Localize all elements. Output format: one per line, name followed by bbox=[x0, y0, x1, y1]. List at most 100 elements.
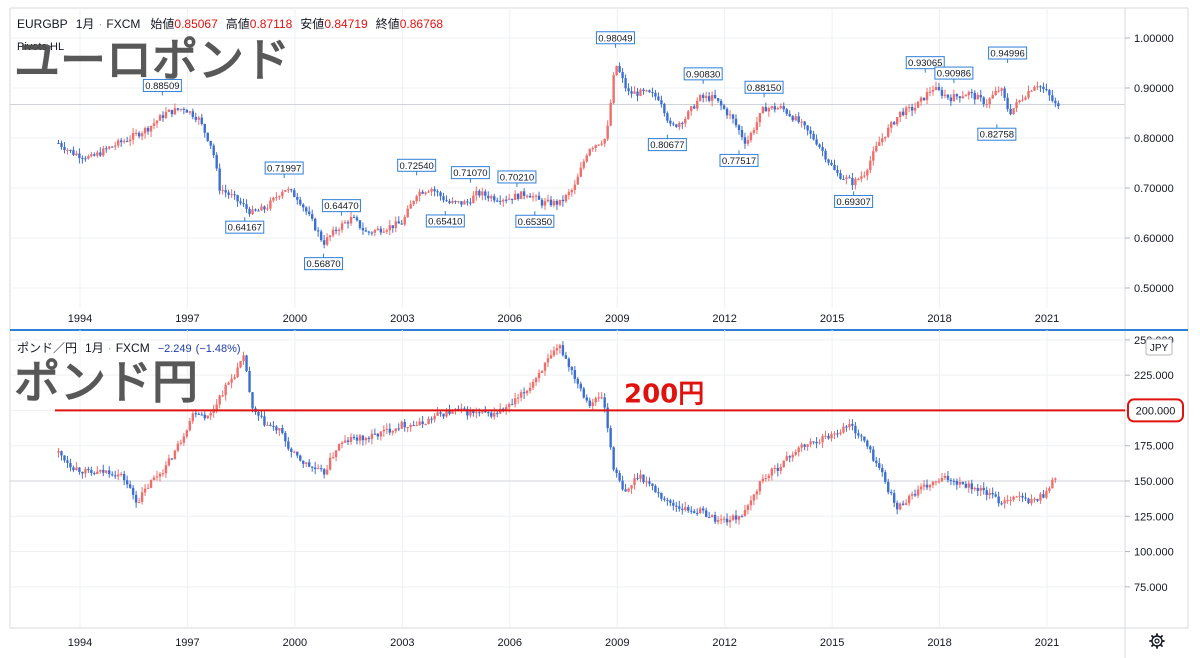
candle-body bbox=[892, 493, 896, 503]
candle-body bbox=[857, 433, 860, 436]
candle-body bbox=[901, 111, 905, 116]
pivot-value: 0.65350 bbox=[518, 217, 552, 228]
candle-body bbox=[281, 191, 284, 197]
candle-body bbox=[836, 169, 839, 174]
candle-body bbox=[81, 157, 84, 159]
candle-body bbox=[872, 151, 875, 161]
candle-body bbox=[167, 458, 171, 466]
pivot-value: 0.70210 bbox=[500, 172, 534, 183]
time-tick-label: 2012 bbox=[712, 313, 736, 325]
candle-body bbox=[528, 195, 532, 198]
candle-body bbox=[287, 189, 290, 191]
candle-body bbox=[898, 503, 902, 510]
candle-body bbox=[224, 190, 227, 193]
candle-body bbox=[1039, 494, 1042, 501]
candle-body bbox=[651, 483, 654, 486]
candle-body bbox=[522, 191, 526, 196]
candle-body bbox=[690, 106, 693, 112]
candle-body bbox=[594, 145, 597, 148]
candle-body bbox=[684, 507, 687, 511]
time-tick-label: 2021 bbox=[1035, 637, 1059, 649]
candle-body bbox=[125, 141, 129, 143]
candle-body bbox=[597, 397, 600, 399]
time-tick-label: 2000 bbox=[283, 313, 307, 325]
candle-body bbox=[627, 88, 630, 92]
candle-body bbox=[472, 410, 475, 414]
candle-body bbox=[1054, 478, 1057, 480]
candle-body bbox=[863, 175, 866, 177]
pivot-label: 0.88509 bbox=[142, 78, 182, 96]
candle-body bbox=[666, 113, 669, 121]
candle-body bbox=[385, 230, 389, 232]
pivot-box bbox=[647, 138, 687, 152]
level-line-label: 200円 bbox=[624, 379, 704, 409]
candle-body bbox=[403, 421, 406, 428]
candle-body bbox=[728, 519, 732, 523]
candle-body bbox=[976, 94, 979, 100]
candle-body bbox=[740, 130, 744, 138]
candle-body bbox=[442, 196, 445, 201]
candle-body bbox=[645, 90, 648, 92]
candle-body bbox=[513, 193, 517, 200]
candle-body bbox=[143, 128, 147, 134]
candle-body bbox=[701, 508, 705, 511]
candle-body bbox=[928, 91, 932, 93]
candle-body bbox=[654, 92, 657, 97]
candle-body bbox=[964, 95, 968, 97]
price-tick-label: 100.000 bbox=[1134, 547, 1174, 559]
candle-body bbox=[716, 98, 720, 101]
candle-body bbox=[248, 208, 251, 215]
bottom-source: FXCM bbox=[116, 341, 150, 355]
candle-body bbox=[618, 472, 621, 481]
candle-body bbox=[233, 194, 236, 196]
candle-body bbox=[767, 475, 771, 479]
currency-badge[interactable] bbox=[1145, 338, 1173, 356]
candle-body bbox=[72, 467, 75, 471]
candle-body bbox=[776, 467, 779, 471]
candle-body bbox=[475, 190, 478, 196]
candle-body bbox=[439, 192, 442, 197]
candle-body bbox=[678, 122, 681, 127]
time-tick-label: 1994 bbox=[68, 637, 92, 649]
candle-body bbox=[421, 421, 424, 425]
gear-icon[interactable] bbox=[1149, 633, 1165, 649]
candle-body bbox=[319, 468, 323, 470]
candle-body bbox=[478, 412, 481, 414]
price-tick-label: 150.000 bbox=[1134, 476, 1174, 488]
candle-body bbox=[925, 92, 929, 101]
pivot-value: 0.88150 bbox=[747, 83, 781, 94]
candle-body bbox=[409, 204, 412, 209]
candle-body bbox=[242, 203, 245, 205]
candle-body bbox=[355, 437, 359, 441]
candle-body bbox=[122, 141, 126, 143]
candle-body bbox=[890, 122, 893, 128]
candle-body bbox=[87, 469, 90, 471]
candle-body bbox=[493, 412, 496, 417]
candle-body bbox=[460, 408, 463, 410]
time-tick-label: 2003 bbox=[390, 637, 414, 649]
candle-body bbox=[388, 428, 391, 433]
candle-body bbox=[567, 358, 571, 368]
candle-body bbox=[502, 408, 505, 410]
candle-body bbox=[119, 473, 123, 475]
candle-body bbox=[75, 467, 78, 471]
candle-body bbox=[391, 225, 394, 228]
candle-body bbox=[370, 232, 374, 234]
candle-body bbox=[287, 441, 290, 449]
candle-body bbox=[448, 201, 451, 204]
candle-body bbox=[1015, 102, 1018, 109]
candle-body bbox=[663, 103, 666, 114]
candle-body bbox=[269, 200, 272, 209]
candle-body bbox=[257, 210, 260, 212]
candle-body bbox=[543, 201, 547, 206]
top-price-axis[interactable]: 0.50000 0.60000 0.70000 0.80000 0.90000 1.000… bbox=[1125, 33, 1174, 295]
bottom-time-axis[interactable]: 1994 1997 2000 2003 2006 2009 2012 2015 2018 2021 bbox=[68, 637, 1059, 649]
candle-body bbox=[549, 355, 553, 359]
candle-body bbox=[519, 392, 523, 398]
pivot-box bbox=[304, 257, 344, 271]
candle-body bbox=[319, 231, 323, 241]
indicator-label[interactable]: Pivots HL bbox=[17, 41, 64, 53]
candle-body bbox=[931, 90, 935, 92]
pivot-value: 0.93065 bbox=[908, 58, 942, 69]
candle-body bbox=[672, 123, 675, 125]
